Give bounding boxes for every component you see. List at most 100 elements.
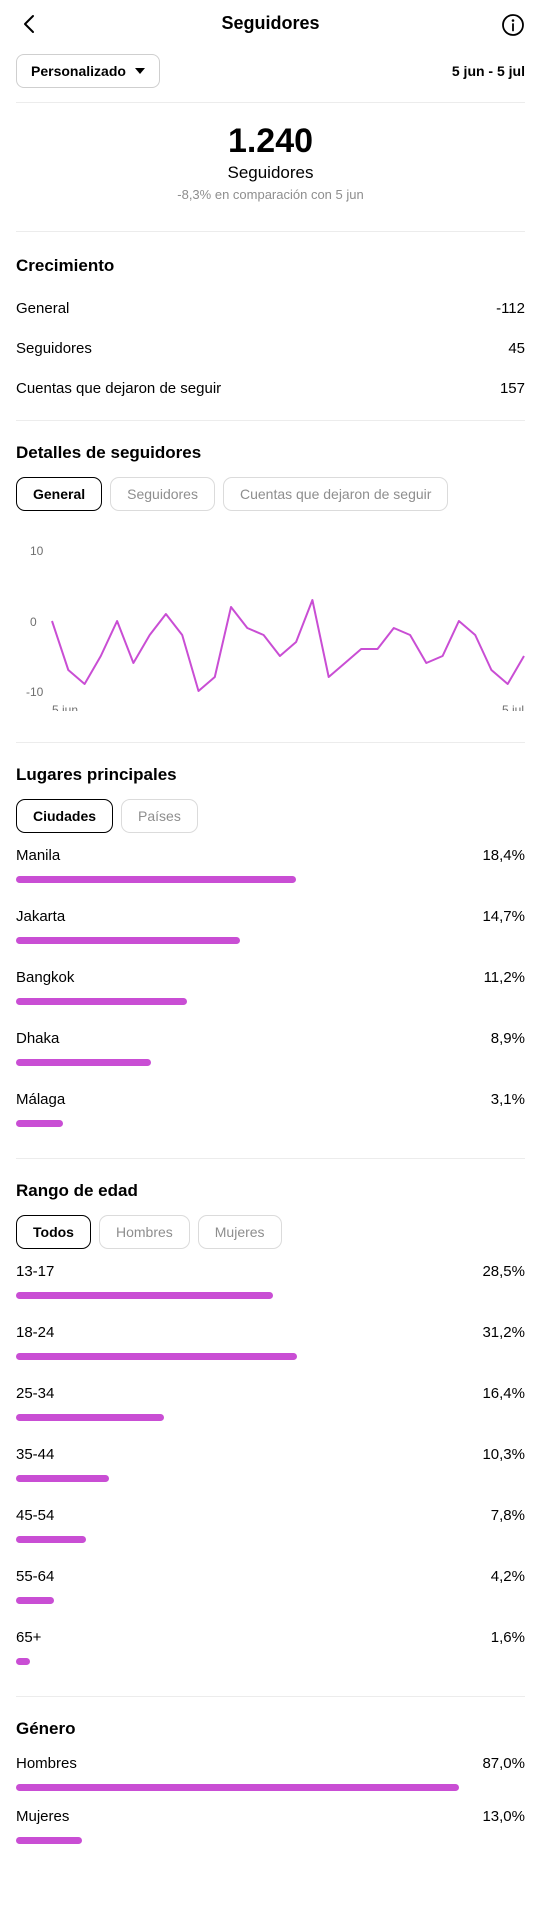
bar-row-header: Bangkok 11,2%	[16, 963, 525, 986]
divider	[16, 1696, 525, 1697]
bar-fill	[16, 1120, 63, 1127]
date-filter-dropdown[interactable]: Personalizado	[16, 54, 160, 88]
divider	[16, 102, 525, 103]
bar-row-header: 18-24 31,2%	[16, 1318, 525, 1341]
growth-row-general: General -112	[0, 288, 541, 328]
bar-row: 65+ 1,6%	[0, 1623, 541, 1684]
x-start-label: 5 jun	[52, 703, 78, 711]
bar-value: 10,3%	[482, 1446, 525, 1463]
bar-label: 35-44	[16, 1446, 55, 1463]
bar-row: Jakarta 14,7%	[0, 902, 541, 963]
bar-track	[16, 1597, 525, 1604]
growth-value: 157	[499, 379, 525, 397]
bar-row: Hombres 87,0%	[0, 1749, 541, 1802]
bar-row-header: 25-34 16,4%	[16, 1379, 525, 1402]
growth-row-unfollows: Cuentas que dejaron de seguir 157	[0, 368, 541, 408]
bar-row: 55-64 4,2%	[0, 1562, 541, 1623]
bar-value: 16,4%	[482, 1385, 525, 1402]
bar-row-header: Jakarta 14,7%	[16, 902, 525, 925]
bar-value: 18,4%	[482, 847, 525, 864]
bar-track	[16, 1120, 525, 1127]
bar-track	[16, 1414, 525, 1421]
bar-row: Dhaka 8,9%	[0, 1024, 541, 1085]
y-tick-label: 0	[30, 615, 37, 629]
growth-rows: General -112 Seguidores 45 Cuentas que d…	[0, 288, 541, 408]
divider	[16, 231, 525, 232]
growth-label: General	[16, 299, 70, 317]
followers-label: Seguidores	[227, 163, 314, 182]
bar-track	[16, 998, 525, 1005]
bar-row: Mujeres 13,0%	[0, 1802, 541, 1855]
x-end-label: 5 jul	[502, 703, 524, 711]
bar-row-header: Manila 18,4%	[16, 841, 525, 864]
details-tabs: General Seguidores Cuentas que dejaron d…	[0, 477, 541, 511]
bar-row-header: Hombres 87,0%	[16, 1749, 525, 1772]
bar-fill	[16, 1059, 151, 1066]
age-title: Rango de edad	[16, 1181, 138, 1200]
bar-row-header: 13-17 28,5%	[16, 1257, 525, 1280]
bar-fill	[16, 1353, 297, 1360]
chevron-left-icon[interactable]	[18, 12, 42, 36]
age-tabs: Todos Hombres Mujeres	[0, 1215, 541, 1249]
series-line	[51, 599, 525, 692]
info-circle-icon[interactable]	[501, 13, 525, 37]
line-chart-svg: 10 0 -10 5 jun 5 jul	[26, 544, 525, 717]
tab-followers[interactable]: Seguidores	[110, 477, 215, 511]
bar-fill	[16, 998, 187, 1005]
tab-unfollows[interactable]: Cuentas que dejaron de seguir	[222, 477, 449, 511]
bar-row-header: 45-54 7,8%	[16, 1501, 525, 1524]
comparison-text: -8,3% en comparación con 5 jun	[177, 187, 364, 202]
bar-label: 65+	[16, 1629, 42, 1646]
growth-label: Seguidores	[16, 339, 92, 357]
bar-fill	[16, 1837, 82, 1844]
summary: 1.240 Seguidores -8,3% en comparación co…	[0, 103, 541, 231]
tab-cities[interactable]: Ciudades	[16, 799, 114, 833]
bar-label: Hombres	[16, 1755, 77, 1772]
gender-list: Hombres 87,0% Mujeres 13,0%	[0, 1749, 541, 1855]
caret-down-icon	[134, 68, 145, 74]
bar-row: Málaga 3,1%	[0, 1085, 541, 1146]
bar-label: Bangkok	[16, 969, 75, 986]
bar-row: 13-17 28,5%	[0, 1257, 541, 1318]
bar-label: 13-17	[16, 1263, 55, 1280]
bar-track	[16, 1475, 525, 1482]
bar-fill	[16, 1658, 30, 1665]
gender-title: Género	[16, 1719, 76, 1738]
bar-track	[16, 1059, 525, 1066]
y-tick-label: 10	[30, 544, 44, 558]
bar-label: Dhaka	[16, 1030, 60, 1047]
followers-line-chart: 10 0 -10 5 jun 5 jul	[0, 511, 541, 717]
growth-title: Crecimiento	[16, 256, 115, 275]
header: Seguidores	[0, 0, 541, 50]
bar-row-header: 55-64 4,2%	[16, 1562, 525, 1585]
bar-fill	[16, 1475, 109, 1482]
tab-men[interactable]: Hombres	[98, 1215, 190, 1249]
bar-row-header: Málaga 3,1%	[16, 1085, 525, 1108]
bar-value: 7,8%	[490, 1507, 525, 1524]
bar-label: 55-64	[16, 1568, 55, 1585]
bar-row: Manila 18,4%	[0, 841, 541, 902]
bar-value: 8,9%	[490, 1030, 525, 1047]
details-title: Detalles de seguidores	[16, 443, 202, 462]
bar-label: Málaga	[16, 1091, 66, 1108]
bar-value: 11,2%	[483, 969, 525, 986]
followers-count: 1.240	[227, 122, 314, 160]
growth-label: Cuentas que dejaron de seguir	[16, 379, 222, 397]
date-range: 5 jun - 5 jul	[451, 63, 525, 79]
places-tabs: Ciudades Países	[0, 799, 541, 833]
bar-label: Jakarta	[16, 908, 66, 925]
bar-value: 28,5%	[482, 1263, 525, 1280]
tab-all[interactable]: Todos	[16, 1215, 91, 1249]
bar-track	[16, 1658, 525, 1665]
places-list: Manila 18,4% Jakarta 14,7% Bangkok 11,2% Dhaka…	[0, 841, 541, 1146]
tab-countries[interactable]: Países	[121, 799, 198, 833]
bar-track	[16, 1292, 525, 1299]
bar-track	[16, 1536, 525, 1543]
bar-track	[16, 1837, 525, 1844]
bar-row-header: Mujeres 13,0%	[16, 1802, 525, 1825]
bar-label: 45-54	[16, 1507, 55, 1524]
bar-label: Manila	[16, 847, 61, 864]
tab-general[interactable]: General	[16, 477, 103, 511]
tab-women[interactable]: Mujeres	[197, 1215, 282, 1249]
